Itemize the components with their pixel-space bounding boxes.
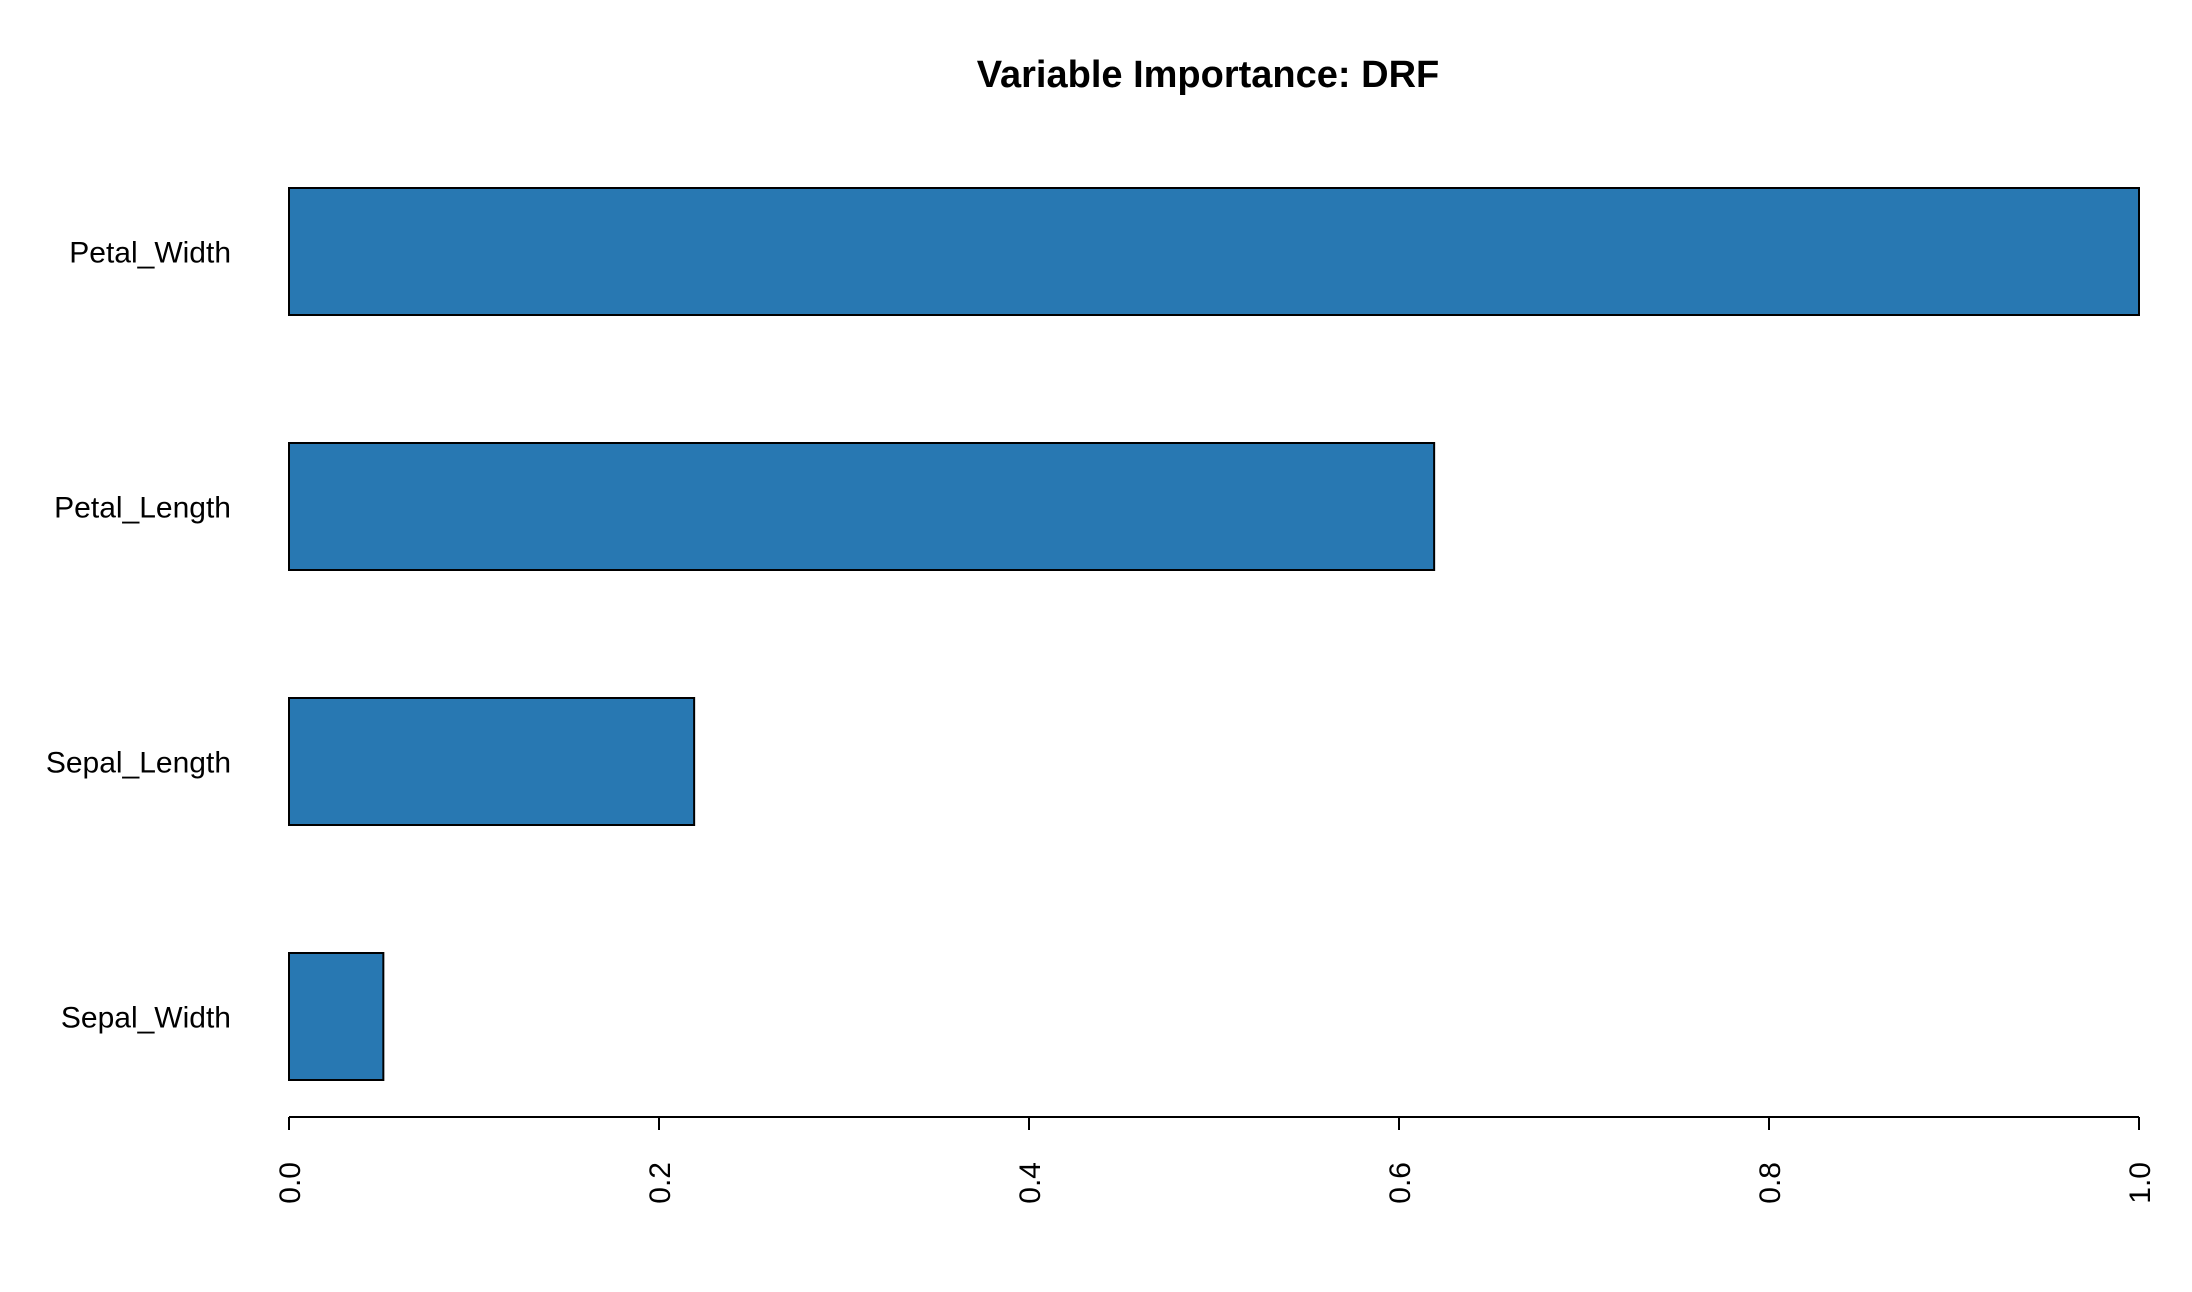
bar-petal-length [288,442,1436,571]
x-tick-label: 1.0 [2124,1162,2157,1204]
bar-petal-width [288,187,2140,316]
x-axis: 0.0 0.2 0.4 0.6 0.8 1.0 [274,1116,2157,1204]
category-label-sepal-length: Sepal_Length [46,747,231,780]
x-tick-label: 0.2 [644,1162,677,1204]
category-label-petal-length: Petal_Length [54,492,231,525]
bar-sepal-width [288,952,385,1081]
x-tick-label: 0.4 [1014,1162,1047,1204]
bars-group [288,187,2140,1081]
x-tick-label: 0.0 [274,1162,307,1204]
x-tick-label: 0.6 [1384,1162,1417,1204]
category-labels: Petal_Width Petal_Length Sepal_Length Sepal… [46,237,231,1035]
x-tick-label: 0.8 [1754,1162,1787,1204]
category-label-sepal-width: Sepal_Width [61,1002,231,1035]
chart-title: Variable Importance: DRF [977,54,1439,96]
bar-sepal-length [288,697,696,826]
category-label-petal-width: Petal_Width [69,237,231,270]
